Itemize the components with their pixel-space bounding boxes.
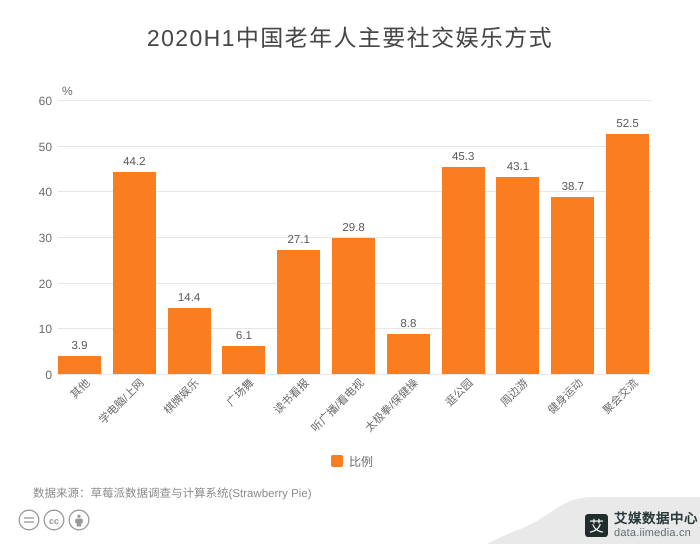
svg-text:艾: 艾 <box>589 518 604 535</box>
